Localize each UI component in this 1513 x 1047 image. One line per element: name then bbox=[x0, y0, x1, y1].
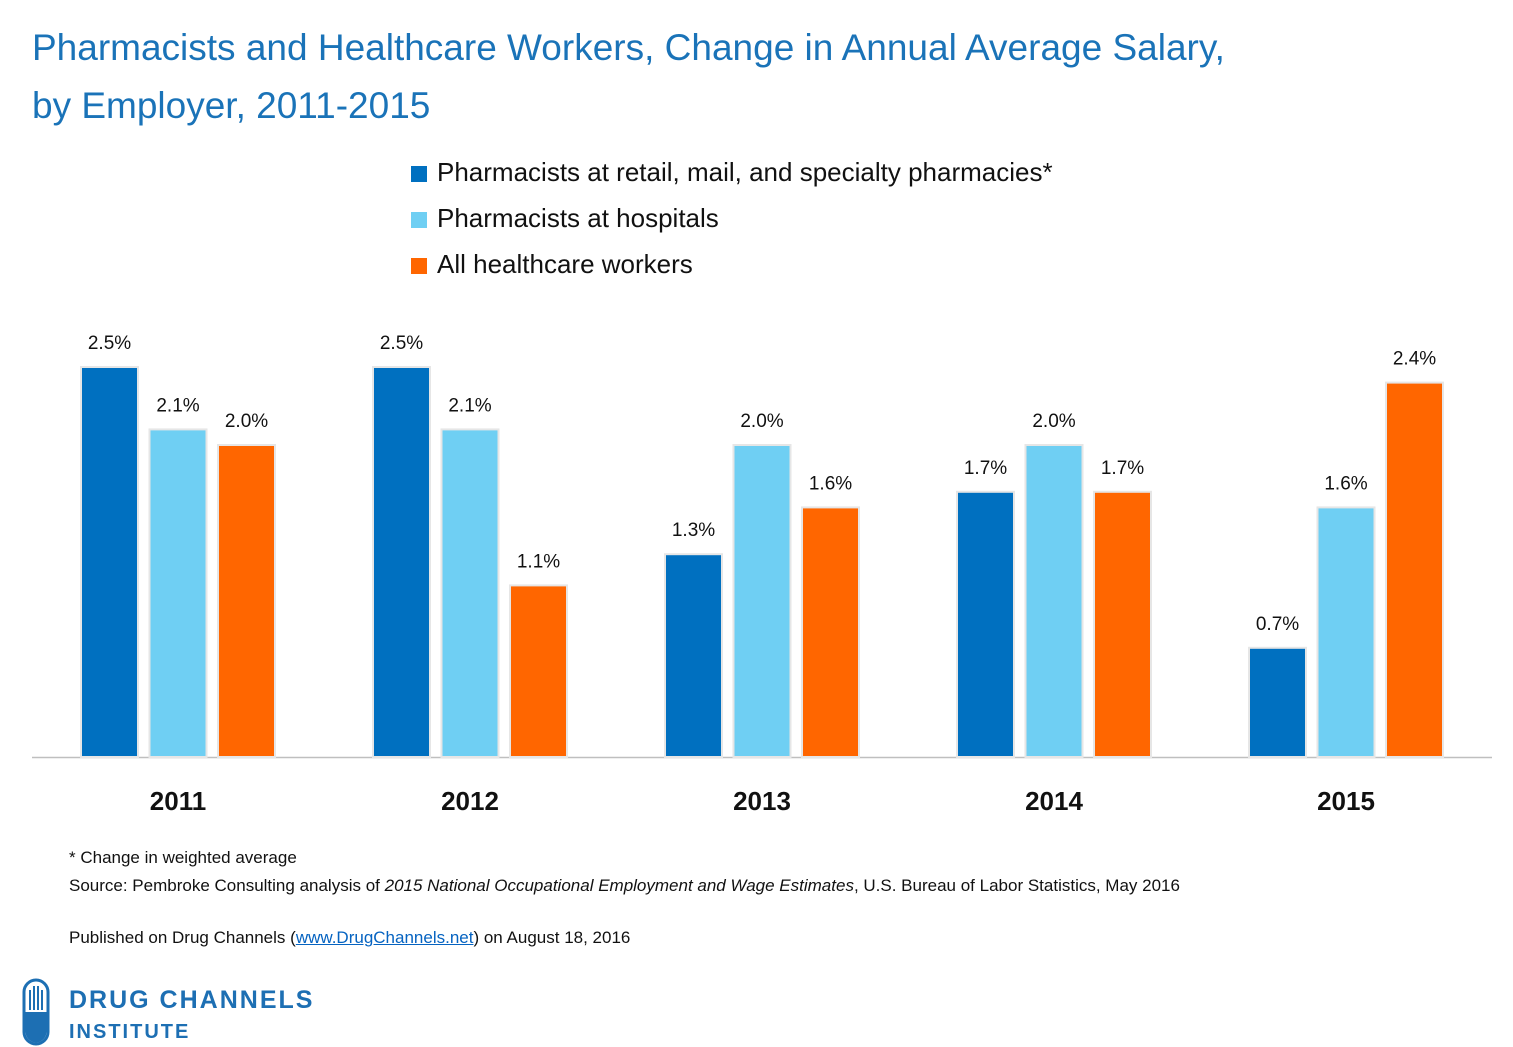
bar bbox=[217, 444, 276, 758]
data-label: 2.1% bbox=[156, 395, 199, 416]
bar bbox=[1024, 444, 1084, 758]
source-text: Source: Pembroke Consulting analysis of bbox=[69, 876, 385, 895]
data-label: 1.3% bbox=[672, 520, 715, 541]
logo-icon bbox=[22, 978, 50, 1046]
data-label: 2.1% bbox=[448, 395, 491, 416]
legend-label: Pharmacists at retail, mail, and special… bbox=[437, 157, 1053, 187]
bar bbox=[1316, 506, 1376, 758]
logo-text: DRUG CHANNELS bbox=[69, 986, 314, 1014]
legend-swatch bbox=[411, 212, 427, 228]
data-label: 1.6% bbox=[1324, 473, 1367, 494]
logo-text: INSTITUTE bbox=[69, 1021, 190, 1043]
chart-title-line: Pharmacists and Healthcare Workers, Chan… bbox=[32, 27, 1225, 68]
bar bbox=[1385, 381, 1444, 758]
published-note: Published on Drug Channels (www.DrugChan… bbox=[69, 928, 630, 948]
link[interactable]: www.DrugChannels.net bbox=[295, 928, 474, 947]
bar bbox=[956, 490, 1015, 758]
x-tick-label: 2012 bbox=[441, 786, 499, 816]
data-label: 2.0% bbox=[740, 411, 783, 432]
data-label: 2.4% bbox=[1393, 349, 1436, 370]
data-label: 0.7% bbox=[1256, 614, 1299, 635]
bar bbox=[80, 366, 139, 758]
bar bbox=[1248, 646, 1307, 758]
data-label: 2.5% bbox=[380, 333, 423, 354]
bar bbox=[148, 428, 208, 758]
x-tick-label: 2014 bbox=[1025, 786, 1083, 816]
data-label: 2.5% bbox=[88, 333, 131, 354]
footnote: * Change in weighted average bbox=[69, 848, 297, 867]
x-tick-label: 2013 bbox=[733, 786, 791, 816]
data-label: 1.7% bbox=[964, 458, 1007, 479]
data-label: 1.6% bbox=[809, 473, 852, 494]
legend-swatch bbox=[411, 258, 427, 274]
source-note: Source: Pembroke Consulting analysis of … bbox=[69, 876, 1180, 896]
bar bbox=[440, 428, 500, 758]
published-text: ) on August 18, 2016 bbox=[473, 928, 631, 947]
legend-swatch bbox=[411, 166, 427, 182]
source-title: 2015 National Occupational Employment an… bbox=[384, 876, 854, 895]
bar bbox=[509, 584, 568, 759]
legend-label: All healthcare workers bbox=[437, 249, 693, 279]
bar bbox=[801, 506, 860, 758]
bar bbox=[372, 366, 431, 758]
legend-label: Pharmacists at hospitals bbox=[437, 203, 719, 233]
chart-title-line: by Employer, 2011-2015 bbox=[32, 85, 430, 126]
data-label: 1.1% bbox=[517, 551, 560, 572]
x-tick-label: 2015 bbox=[1317, 786, 1375, 816]
data-label: 2.0% bbox=[1032, 411, 1075, 432]
published-text: Published on Drug Channels ( bbox=[69, 928, 296, 947]
bar bbox=[732, 444, 792, 758]
data-label: 1.7% bbox=[1101, 458, 1144, 479]
source-text: , U.S. Bureau of Labor Statistics, May 2… bbox=[853, 876, 1180, 895]
bar bbox=[1093, 490, 1152, 758]
x-tick-label: 2011 bbox=[150, 786, 206, 816]
data-label: 2.0% bbox=[225, 411, 268, 432]
bar bbox=[664, 553, 723, 759]
